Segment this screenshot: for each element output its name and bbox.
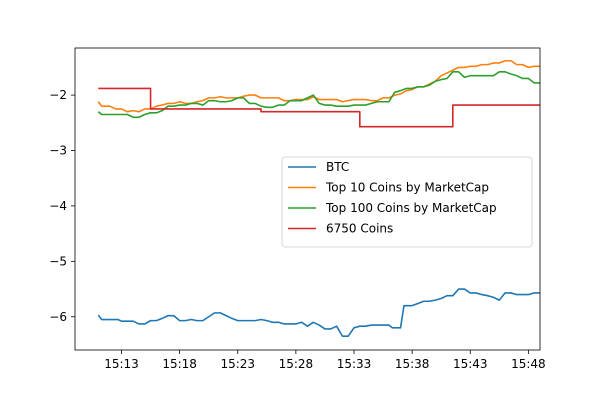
y-tick-label: −3: [49, 144, 67, 158]
axes-layer: 15:13 15:18 15:23 15:28 15:33 15:38 15:43 15:48…: [49, 47, 546, 371]
legend: BTC Top 10 Coins by MarketCap Top 100 Coin…: [281, 156, 533, 248]
x-tick-label: 15:13: [104, 357, 139, 371]
x-tick-label: 15:38: [395, 357, 430, 371]
series-line-0: [97, 288, 540, 337]
legend-label-1: Top 10 Coins by MarketCap: [325, 181, 489, 195]
legend-label-2: Top 100 Coins by MarketCap: [325, 201, 497, 215]
axes-frame: [74, 47, 541, 351]
y-tick-label: −6: [49, 310, 67, 324]
x-tick-label: 15:48: [511, 357, 546, 371]
y-tick-label: −5: [49, 254, 67, 268]
series-layer: [97, 59, 540, 337]
series-line-2: [97, 71, 540, 119]
legend-label-0: BTC: [326, 160, 349, 174]
x-tick-label: 15:18: [162, 357, 197, 371]
legend-box: [281, 156, 533, 248]
x-tick-label: 15:43: [453, 357, 488, 371]
y-tick-label: −2: [49, 88, 67, 102]
x-tick-label: 15:33: [337, 357, 372, 371]
series-line-1: [97, 59, 540, 113]
legend-label-3: 6750 Coins: [326, 222, 393, 236]
series-line-3: [98, 87, 540, 128]
x-tick-label: 15:23: [220, 357, 255, 371]
x-tick-label: 15:28: [279, 357, 314, 371]
y-tick-label: −4: [49, 199, 67, 213]
